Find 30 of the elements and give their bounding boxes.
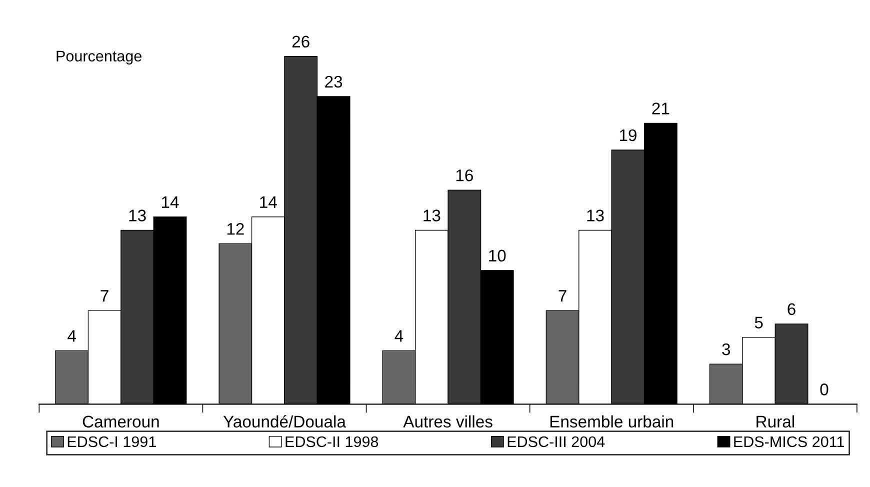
legend-label: EDSC-I 1991 — [68, 436, 156, 448]
legend-label: EDSC-III 2004 — [508, 436, 605, 448]
data-label: 13 — [424, 210, 440, 222]
legend-label: EDSC-II 1998 — [286, 436, 378, 448]
data-label: 14 — [162, 196, 179, 208]
x-tick-label: Autres villes — [403, 415, 492, 428]
y-axis-title: Pourcentage — [56, 50, 142, 65]
data-label: 6 — [788, 303, 796, 316]
data-label: 12 — [227, 223, 244, 235]
data-label: 26 — [292, 36, 310, 48]
x-tick-label: Cameroun — [82, 416, 159, 428]
data-label: 16 — [456, 169, 473, 182]
data-label: 13 — [129, 210, 146, 222]
data-label: 0 — [820, 384, 828, 396]
data-label: 7 — [558, 290, 566, 302]
data-label: 4 — [394, 330, 404, 342]
data-label: 14 — [260, 196, 277, 208]
x-tick-label: Yaoundé/Douala — [223, 415, 346, 428]
legend-label: EDS-MICS 2011 — [734, 436, 844, 448]
data-label: 23 — [325, 76, 342, 88]
data-label: 7 — [100, 290, 108, 302]
data-label: 3 — [722, 343, 730, 356]
data-label: 13 — [587, 210, 604, 222]
data-label: 5 — [754, 316, 763, 328]
data-label: 4 — [68, 330, 76, 342]
x-tick-label: Rural — [756, 415, 794, 428]
data-label: 21 — [652, 102, 670, 114]
data-label: 19 — [620, 129, 636, 142]
x-tick-label: Ensemble urbain — [550, 415, 674, 428]
data-label: 10 — [489, 250, 506, 262]
